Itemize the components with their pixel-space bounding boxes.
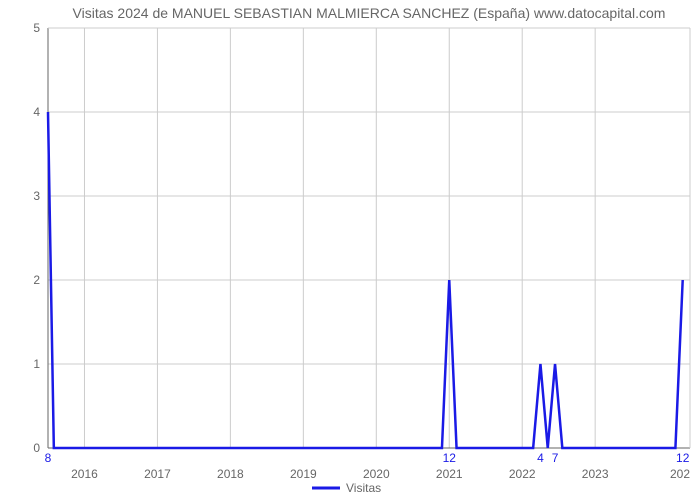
y-tick-label: 5 xyxy=(33,21,40,35)
x-tick-label: 2016 xyxy=(71,467,98,481)
y-tick-label: 4 xyxy=(33,105,40,119)
x-tick-label: 2018 xyxy=(217,467,244,481)
chart-svg: 0123452016201720182019202020212022202320… xyxy=(0,0,700,500)
point-annotation: 8 xyxy=(45,451,52,465)
chart-title: Visitas 2024 de MANUEL SEBASTIAN MALMIER… xyxy=(73,5,666,21)
x-tick-label-edge: 202 xyxy=(670,467,690,481)
x-tick-label: 2023 xyxy=(582,467,609,481)
x-tick-label: 2020 xyxy=(363,467,390,481)
x-tick-label: 2022 xyxy=(509,467,536,481)
y-tick-label: 0 xyxy=(33,441,40,455)
y-tick-label: 3 xyxy=(33,189,40,203)
point-annotation: 12 xyxy=(443,451,457,465)
visits-chart: 0123452016201720182019202020212022202320… xyxy=(0,0,700,500)
y-tick-label: 1 xyxy=(33,357,40,371)
x-tick-label: 2021 xyxy=(436,467,463,481)
x-tick-label: 2019 xyxy=(290,467,317,481)
y-tick-label: 2 xyxy=(33,273,40,287)
legend-label: Visitas xyxy=(346,481,381,495)
point-annotation: 4 xyxy=(537,451,544,465)
x-tick-label: 2017 xyxy=(144,467,171,481)
point-annotation: 7 xyxy=(552,451,559,465)
point-annotation: 12 xyxy=(676,451,690,465)
